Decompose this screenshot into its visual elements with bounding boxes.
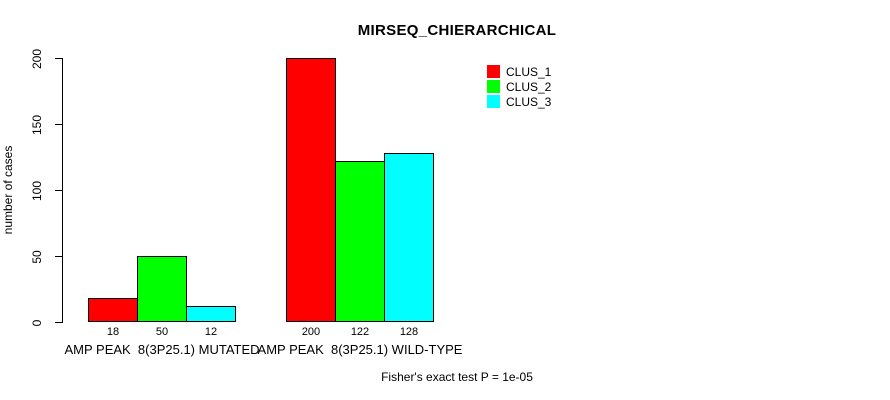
y-axis-tick-label: 50	[30, 249, 44, 264]
bar-clus_3-group1	[186, 306, 236, 322]
legend-row-clus_1: CLUS_1	[487, 64, 551, 79]
y-axis-tick	[55, 190, 62, 191]
bar-clus_1-group2	[286, 58, 336, 322]
legend: CLUS_1 CLUS_2 CLUS_3	[487, 64, 551, 109]
chart-title: MIRSEQ_CHIERARCHICAL	[357, 22, 557, 39]
y-axis-label: number of cases	[1, 145, 15, 235]
y-axis-tick-label: 200	[30, 48, 44, 69]
y-axis-tick-label: 150	[30, 114, 44, 135]
y-axis-tick	[55, 124, 62, 125]
y-axis-line	[62, 58, 63, 323]
bar-value-label: 12	[204, 326, 218, 338]
legend-label: CLUS_3	[506, 94, 552, 109]
bar-value-label: 50	[155, 326, 169, 338]
legend-swatch-icon	[487, 65, 500, 78]
bar-clus_3-group2	[384, 153, 434, 322]
y-axis-tick-label: 0	[30, 319, 44, 326]
x-group-label: AMP PEAK 8(3P25.1) WILD-TYPE	[257, 342, 463, 357]
legend-row-clus_3: CLUS_3	[487, 94, 551, 109]
bar-value-label: 122	[350, 326, 370, 338]
bar-value-label: 18	[106, 326, 120, 338]
legend-swatch-icon	[487, 80, 500, 93]
y-axis-tick	[55, 322, 62, 323]
legend-row-clus_2: CLUS_2	[487, 79, 551, 94]
bar-value-label: 200	[301, 326, 321, 338]
bar-clus_2-group1	[137, 256, 187, 322]
legend-swatch-icon	[487, 95, 500, 108]
legend-label: CLUS_2	[506, 79, 552, 94]
y-axis-tick-label: 100	[30, 180, 44, 201]
y-axis-tick	[55, 58, 62, 59]
x-group-label: AMP PEAK 8(3P25.1) MUTATED	[64, 342, 260, 357]
footnote-fisher-test: Fisher's exact test P = 1e-05	[381, 370, 533, 384]
bar-value-label: 128	[399, 326, 419, 338]
legend-label: CLUS_1	[506, 64, 552, 79]
bar-clus_1-group1	[88, 298, 138, 322]
bar-clus_2-group2	[335, 161, 385, 322]
y-axis-tick	[55, 256, 62, 257]
